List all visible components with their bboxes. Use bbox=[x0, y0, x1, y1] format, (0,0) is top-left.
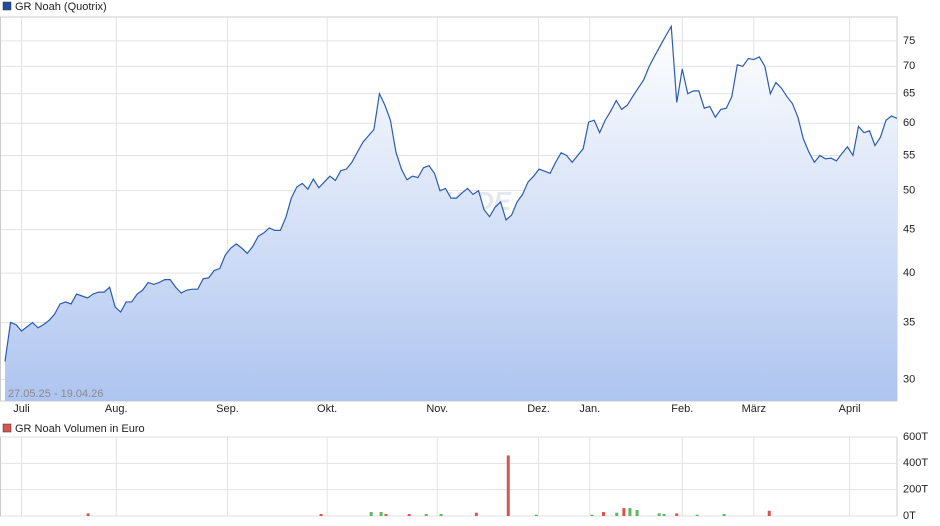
volume-bar bbox=[439, 514, 443, 516]
legend-swatch bbox=[2, 1, 12, 11]
x-tick-label: Okt. bbox=[317, 403, 337, 415]
volume-bar bbox=[319, 514, 323, 516]
plot-frame bbox=[0, 436, 898, 517]
volume-bar bbox=[615, 512, 619, 516]
volume-bar bbox=[506, 455, 510, 516]
y-tick-label: 600T bbox=[903, 431, 928, 443]
x-tick-label: Aug. bbox=[105, 403, 128, 415]
volume-bar bbox=[767, 510, 771, 516]
x-tick-label: Dez. bbox=[527, 403, 550, 415]
volume-bar bbox=[675, 513, 679, 516]
legend-swatch bbox=[2, 423, 12, 433]
legend-label: GR Noah (Quotrix) bbox=[15, 1, 107, 13]
volume-bar bbox=[474, 512, 478, 516]
x-tick-label: März bbox=[742, 403, 766, 415]
volume-bar bbox=[695, 514, 699, 516]
area bbox=[5, 26, 897, 402]
date-range: 27.05.25 - 19.04.26 bbox=[8, 388, 103, 400]
price-line bbox=[4, 24, 898, 362]
volume-bar bbox=[424, 514, 428, 516]
y-tick-label: 35 bbox=[903, 316, 915, 328]
volume-bar bbox=[635, 510, 639, 516]
volume-bar bbox=[534, 514, 538, 516]
y-tick-label: 65 bbox=[903, 88, 915, 100]
volume-bar bbox=[662, 514, 666, 516]
y-tick-label: 400T bbox=[903, 457, 928, 469]
volume-bar bbox=[384, 514, 388, 516]
y-tick-label: 0T bbox=[903, 510, 916, 522]
y-tick-label: 45 bbox=[903, 224, 915, 236]
x-tick-label: Sep. bbox=[216, 403, 239, 415]
volume-bar bbox=[602, 512, 606, 516]
x-tick-label: Juli bbox=[13, 403, 30, 415]
x-tick-label: Nov. bbox=[426, 403, 448, 415]
y-tick-label: 50 bbox=[903, 185, 915, 197]
volume-bar bbox=[369, 512, 373, 516]
volume-bar bbox=[657, 513, 661, 516]
y-tick-label: 200T bbox=[903, 484, 928, 496]
legend-label: GR Noah Volumen in Euro bbox=[15, 423, 145, 435]
y-tick-label: 55 bbox=[903, 149, 915, 161]
y-tick-label: 60 bbox=[903, 117, 915, 129]
volume-bar bbox=[628, 508, 632, 516]
volume-bar bbox=[622, 508, 626, 516]
volume-bar bbox=[590, 514, 594, 516]
y-tick-label: 30 bbox=[903, 373, 915, 385]
volume-bar bbox=[86, 513, 90, 516]
x-tick-label: Jan. bbox=[579, 403, 600, 415]
y-tick-label: 75 bbox=[903, 35, 915, 47]
y-tick-label: 70 bbox=[903, 60, 915, 72]
y-tick-label: 40 bbox=[903, 267, 915, 279]
volume-bar bbox=[379, 512, 383, 516]
x-tick-label: April bbox=[839, 403, 861, 415]
volume-bar bbox=[722, 514, 726, 516]
volume-bar bbox=[407, 514, 411, 516]
x-tick-label: Feb. bbox=[671, 403, 693, 415]
